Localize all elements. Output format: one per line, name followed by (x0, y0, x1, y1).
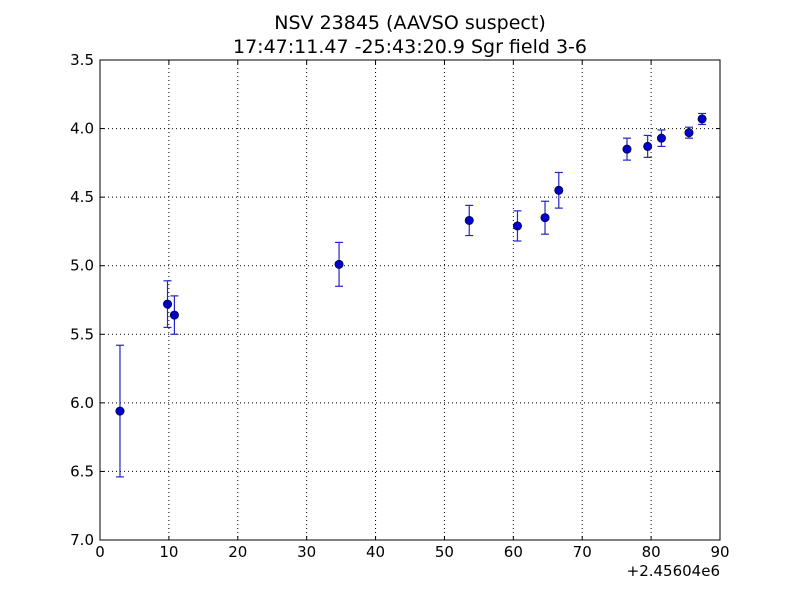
data-point (163, 299, 173, 309)
data-point (464, 215, 474, 225)
y-tick-label: 7.0 (70, 531, 94, 549)
y-tick-labels: 3.5 4.0 4.5 5.0 5.5 6.0 6.5 7.0 (70, 51, 94, 549)
data-point (334, 259, 344, 269)
chart-subtitle: 17:47:11.47 -25:43:20.9 Sgr field 3-6 (233, 36, 587, 58)
y-tick-label: 4.0 (70, 120, 94, 138)
error-bars (115, 112, 707, 478)
x-tick-label: 40 (366, 543, 385, 561)
data-point (540, 213, 550, 223)
data-points (115, 114, 707, 416)
x-tick-label: 0 (95, 543, 105, 561)
x-tick-labels: 0 10 20 30 40 50 60 70 80 90 (95, 543, 729, 561)
data-point (622, 144, 632, 154)
x-tick-label: 60 (504, 543, 523, 561)
data-point (697, 114, 707, 124)
y-tick-label: 4.5 (70, 188, 94, 206)
grid-lines (100, 60, 720, 540)
x-tick-label: 90 (710, 543, 729, 561)
x-tick-label: 70 (573, 543, 592, 561)
data-point (554, 185, 564, 195)
x-tick-label: 10 (159, 543, 178, 561)
data-point (115, 406, 125, 416)
data-point (512, 221, 522, 231)
plot-frame (99, 59, 721, 541)
x-tick-label: 80 (642, 543, 661, 561)
data-point (643, 141, 653, 151)
axis-ticks (99, 59, 721, 541)
x-tick-label: 50 (435, 543, 454, 561)
y-tick-label: 5.0 (70, 257, 94, 275)
x-tick-label: 30 (297, 543, 316, 561)
data-point (169, 310, 179, 320)
chart-title: NSV 23845 (AAVSO suspect) (274, 12, 545, 34)
y-tick-label: 3.5 (70, 51, 94, 69)
x-tick-label: 20 (228, 543, 247, 561)
x-offset-label: +2.45604e6 (627, 562, 720, 580)
y-tick-label: 5.5 (70, 325, 94, 343)
data-point (656, 133, 666, 143)
data-point (684, 128, 694, 138)
y-tick-label: 6.5 (70, 462, 94, 480)
y-tick-label: 6.0 (70, 394, 94, 412)
